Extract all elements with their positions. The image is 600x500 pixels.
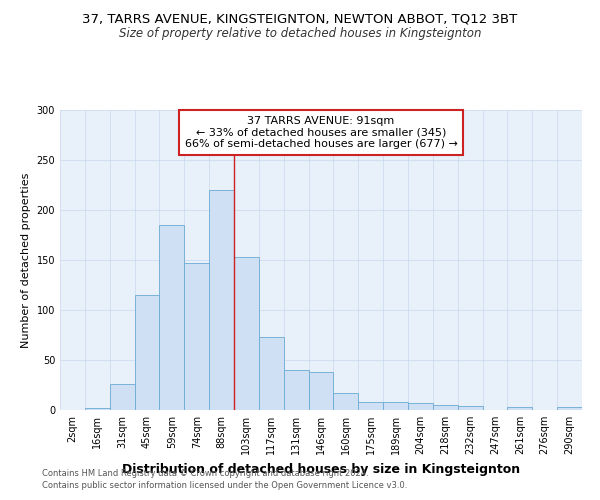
Bar	[160, 225, 184, 410]
Bar	[209, 190, 234, 410]
Bar	[110, 384, 134, 410]
Bar	[458, 406, 482, 410]
Bar	[557, 407, 582, 410]
Text: Contains HM Land Registry data © Crown copyright and database right 2024.: Contains HM Land Registry data © Crown c…	[42, 468, 368, 477]
Bar	[334, 393, 358, 410]
Bar	[508, 407, 532, 410]
Text: Size of property relative to detached houses in Kingsteignton: Size of property relative to detached ho…	[119, 28, 481, 40]
Bar	[85, 408, 110, 410]
Bar	[408, 403, 433, 410]
Text: 37 TARRS AVENUE: 91sqm
← 33% of detached houses are smaller (345)
66% of semi-de: 37 TARRS AVENUE: 91sqm ← 33% of detached…	[185, 116, 457, 149]
X-axis label: Distribution of detached houses by size in Kingsteignton: Distribution of detached houses by size …	[122, 462, 520, 475]
Bar	[358, 402, 383, 410]
Text: Contains public sector information licensed under the Open Government Licence v3: Contains public sector information licen…	[42, 481, 407, 490]
Bar	[234, 257, 259, 410]
Bar	[134, 295, 160, 410]
Text: 37, TARRS AVENUE, KINGSTEIGNTON, NEWTON ABBOT, TQ12 3BT: 37, TARRS AVENUE, KINGSTEIGNTON, NEWTON …	[82, 12, 518, 26]
Bar	[383, 402, 408, 410]
Bar	[433, 405, 458, 410]
Bar	[184, 263, 209, 410]
Bar	[308, 372, 334, 410]
Bar	[284, 370, 308, 410]
Bar	[259, 337, 284, 410]
Y-axis label: Number of detached properties: Number of detached properties	[21, 172, 31, 348]
